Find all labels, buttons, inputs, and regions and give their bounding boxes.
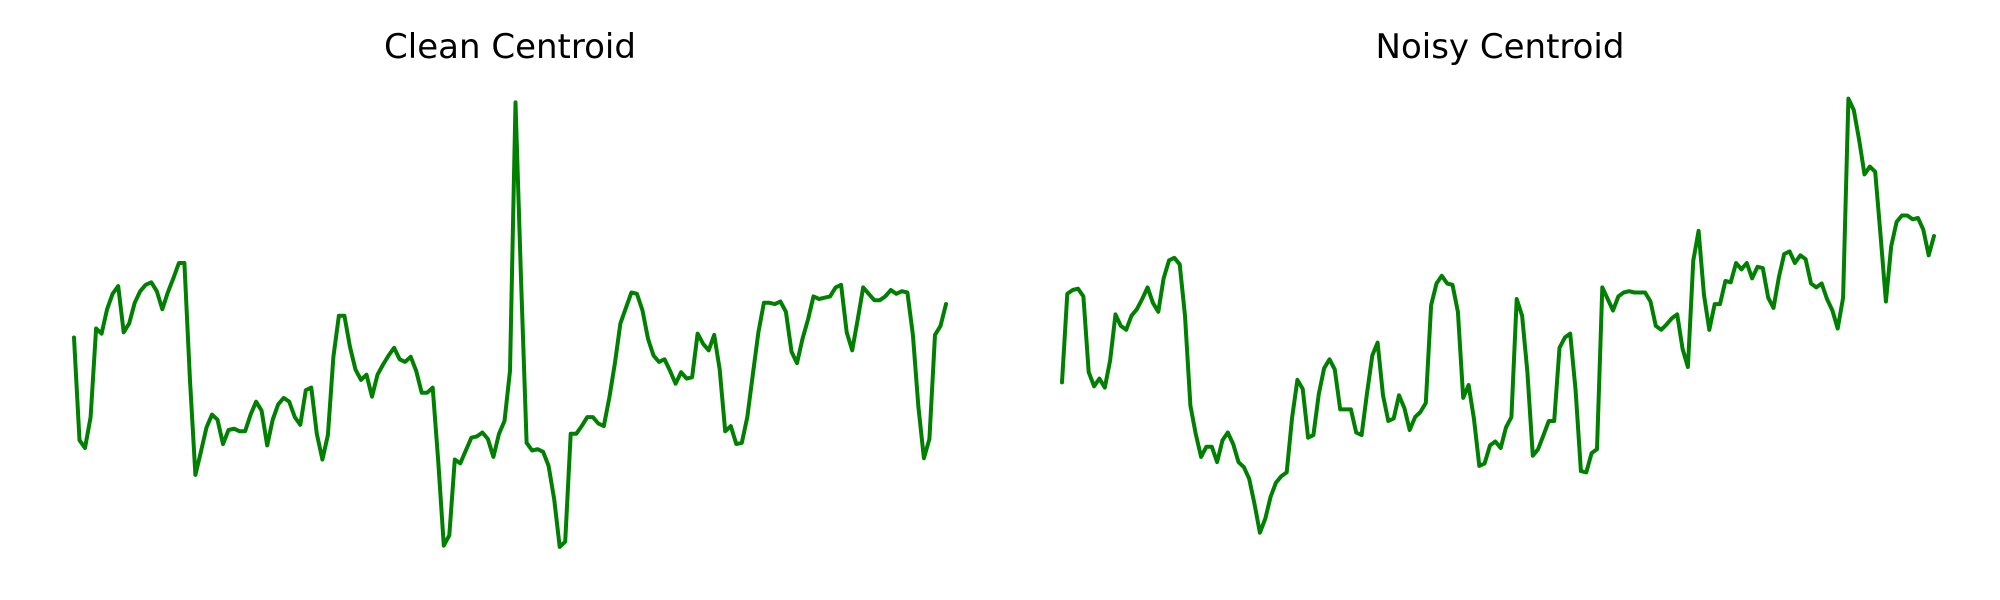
clean-centroid-panel: Clean Centroid: [72, 27, 948, 549]
clean-centroid-line: [72, 100, 948, 549]
clean-centroid-title: Clean Centroid: [384, 27, 636, 67]
noisy-centroid-panel: Noisy Centroid: [1060, 27, 1936, 535]
noisy-centroid-line: [1060, 96, 1936, 535]
noisy-centroid-title: Noisy Centroid: [1376, 27, 1625, 67]
